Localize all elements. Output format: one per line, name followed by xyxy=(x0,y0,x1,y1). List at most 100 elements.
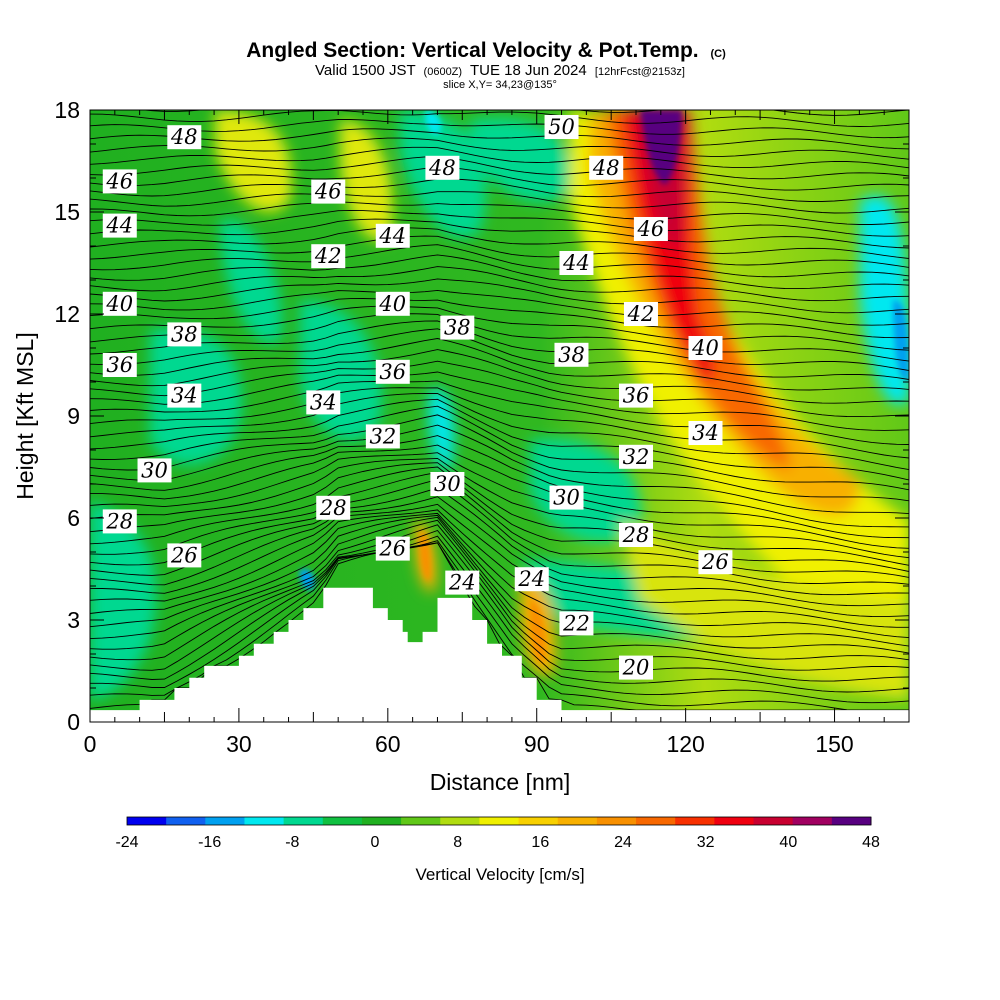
isentrope-label: 48 xyxy=(589,155,624,180)
isentrope-label-box xyxy=(102,169,137,194)
x-axis: 0 30 60 90 120 150 xyxy=(84,110,910,757)
isentrope-label-text: 26 xyxy=(170,543,198,567)
isentrope-label-box xyxy=(375,536,410,561)
isentrope-label: 24 xyxy=(514,567,549,592)
isentrope-label-box xyxy=(311,179,346,204)
isentrope-label-box xyxy=(306,390,341,415)
isentrope-label-box xyxy=(619,444,653,469)
isentrope xyxy=(90,254,909,290)
y-axis-title: Height [Kft MSL] xyxy=(12,332,38,499)
colorbar-tick-label: 16 xyxy=(531,834,549,851)
isentrope xyxy=(90,503,909,618)
colorbar-swatch xyxy=(440,817,480,825)
isentrope xyxy=(90,471,909,578)
isentrope xyxy=(90,387,909,459)
isentrope-label-box xyxy=(554,342,589,367)
colorbar-swatch xyxy=(518,817,559,825)
shade-region xyxy=(620,520,909,700)
isentrope-label-text: 46 xyxy=(314,180,342,204)
isentrope-label-box xyxy=(619,523,653,547)
isentrope xyxy=(90,209,909,237)
isentrope xyxy=(90,278,909,314)
isentrope-label-box xyxy=(167,543,202,568)
isentrope xyxy=(90,155,909,180)
isentrope xyxy=(90,524,909,671)
isentrope-label-box xyxy=(137,458,172,483)
isentrope-label-text: 28 xyxy=(622,523,650,547)
isentrope xyxy=(90,146,909,169)
isentrope-label-text: 26 xyxy=(701,550,729,574)
isentrope-label-text: 36 xyxy=(623,384,650,408)
slice-label: slice X,Y= 34,23@135° xyxy=(443,79,557,91)
isentrope-label: 34 xyxy=(306,390,341,415)
isentrope xyxy=(90,338,909,391)
colorbar-swatch xyxy=(675,817,715,825)
y-tick-label: 18 xyxy=(54,97,80,123)
terrain-mask xyxy=(90,587,909,722)
colorbar-tick-label: 40 xyxy=(779,834,797,851)
isentrope xyxy=(90,360,909,418)
velocity-field-shading xyxy=(90,110,909,700)
isentrope-label: 26 xyxy=(698,550,733,575)
colorbar-frame xyxy=(126,816,872,826)
isentrope-label: 38 xyxy=(440,315,475,340)
isentrope-label-text: 24 xyxy=(517,567,545,591)
isentrope xyxy=(90,305,909,351)
isentrope xyxy=(90,191,909,214)
isentrope-label: 38 xyxy=(167,322,202,347)
isentrope-label-box xyxy=(559,251,594,275)
isentrope-label-text: 44 xyxy=(378,224,406,248)
isentrope xyxy=(90,349,909,404)
isentrope-label-text: 26 xyxy=(378,537,406,561)
isentrope xyxy=(90,414,909,502)
isentrope-label-text: 30 xyxy=(553,486,580,510)
isentrope-label: 46 xyxy=(633,217,668,241)
colorbar-swatch xyxy=(596,817,637,825)
isentrope-label-box xyxy=(623,302,658,326)
colorbar-swatch xyxy=(361,817,402,825)
shade-region xyxy=(530,438,642,543)
x-tick-label: 30 xyxy=(226,731,252,757)
x-tick-label: 150 xyxy=(815,731,853,757)
isentrope-labels: 48 46 44 46 48 50 48 46 44 44 42 40 40 42 38 38 38 40 36 36… xyxy=(102,115,733,680)
y-tick-label: 9 xyxy=(67,403,80,429)
isentrope-label-text: 48 xyxy=(592,156,620,180)
colorbar-swatch xyxy=(205,817,245,825)
isentrope-label: 48 xyxy=(425,155,460,180)
isentrope-label-text: 22 xyxy=(562,611,590,635)
x-axis-title: Distance [nm] xyxy=(430,769,571,795)
plot-area: 48 46 44 46 48 50 48 46 44 44 42 40 40 42 38 38 38 40 36 36… xyxy=(90,110,909,722)
isentrope-label-box xyxy=(375,359,410,384)
isentrope-label: 22 xyxy=(559,611,594,636)
isentrope xyxy=(90,313,909,362)
isentrope xyxy=(90,514,909,647)
isentrope-label-box xyxy=(698,550,733,575)
isentrope-label-box xyxy=(375,291,410,316)
shade-region xyxy=(424,110,442,135)
isentrope-label-text: 42 xyxy=(627,302,655,326)
isentrope-label: 30 xyxy=(430,472,465,496)
shade-region xyxy=(470,118,572,203)
colorbar-swatch xyxy=(401,817,441,825)
colorbar-swatch xyxy=(283,817,324,825)
isentrope-label: 36 xyxy=(619,383,653,408)
shade-region xyxy=(429,388,454,472)
isentrope-label-box xyxy=(589,155,624,180)
isentrope xyxy=(90,110,909,127)
x-tick-label: 90 xyxy=(524,731,550,757)
isentrope-label-box xyxy=(549,485,584,510)
isentrope xyxy=(90,178,909,202)
isentrope xyxy=(90,424,909,515)
isentrope-label: 50 xyxy=(544,115,579,139)
colorbar-tick-label: -24 xyxy=(115,834,138,851)
isentrope-label-text: 46 xyxy=(105,169,133,193)
colorbar-tick-label: 24 xyxy=(614,834,632,851)
shade-region xyxy=(640,110,682,185)
colorbar-swatch xyxy=(479,817,520,825)
isentrope-label-text: 36 xyxy=(379,360,406,384)
isentrope xyxy=(90,509,909,628)
isentrope-label: 30 xyxy=(137,458,172,483)
isentrope-label: 44 xyxy=(102,213,137,238)
isentrope xyxy=(90,512,909,639)
